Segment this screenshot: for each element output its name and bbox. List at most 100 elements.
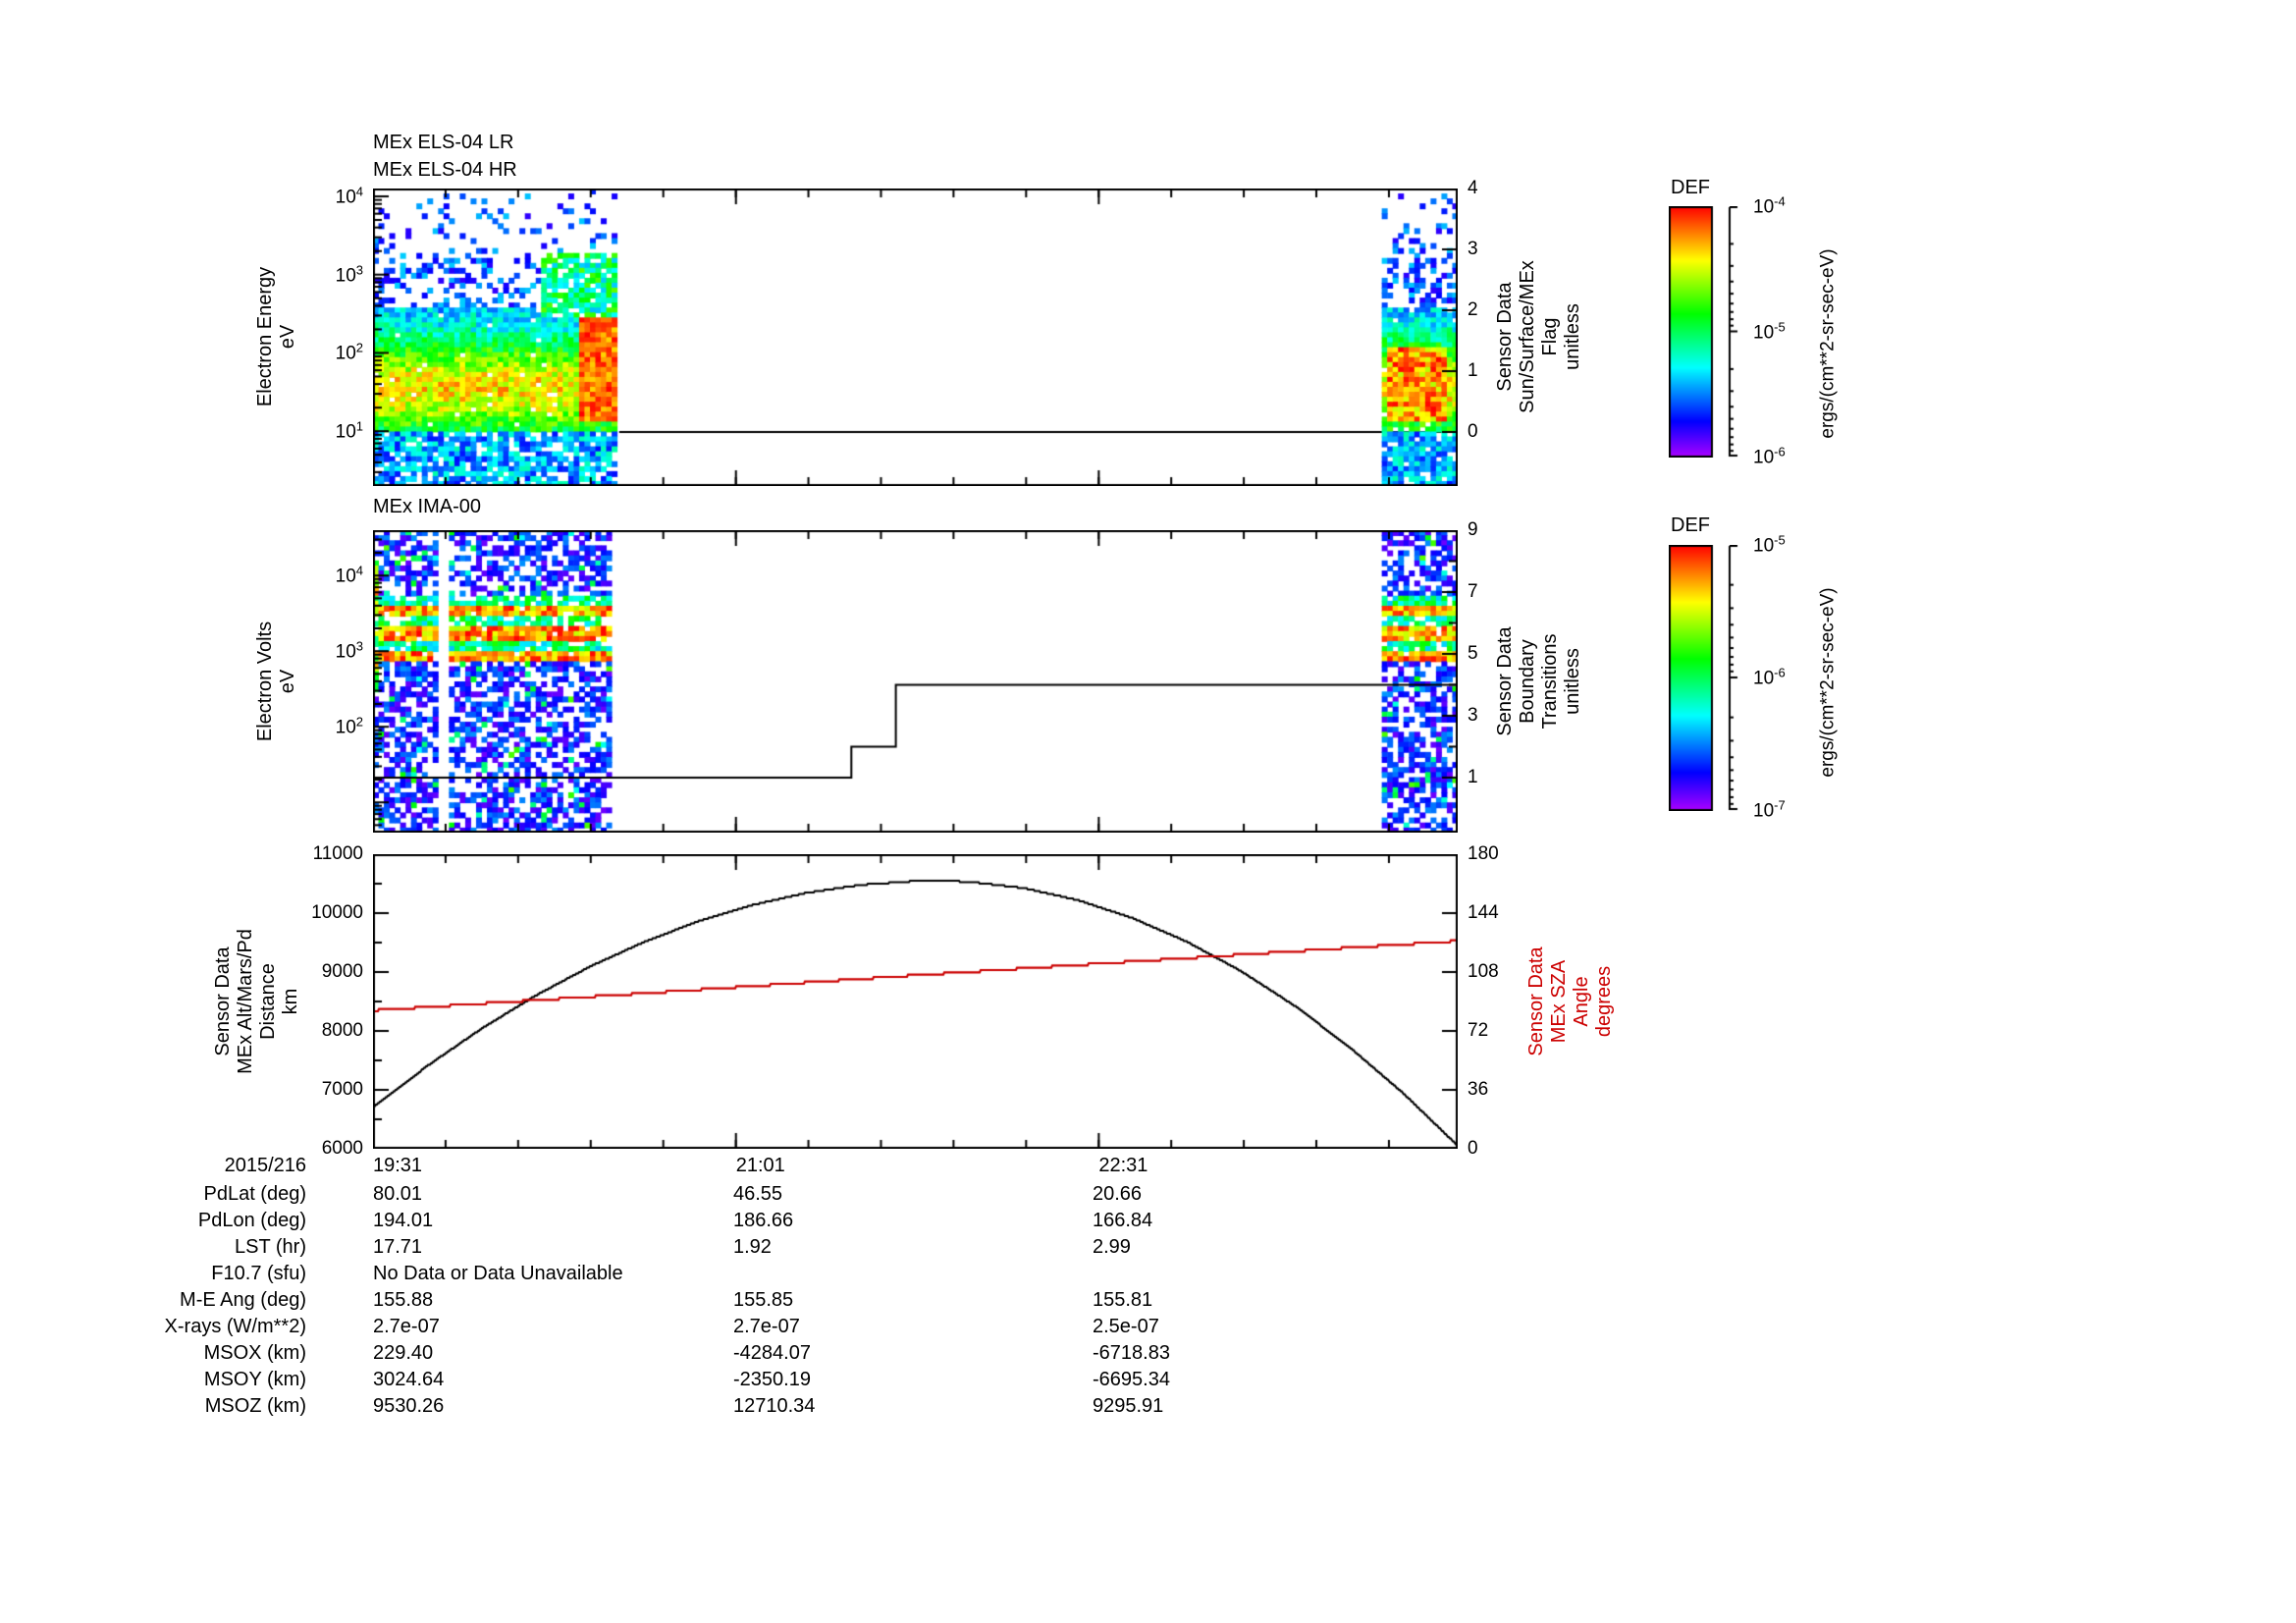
els-right-axis-label-line: Sensor Data <box>1494 282 1516 392</box>
ima-right-axis-label-line: unitless <box>1562 648 1583 715</box>
els-y-axis-label-line: eV <box>277 324 298 350</box>
els-colorbar-units-text: ergs/(cm**2-sr-sec-eV) <box>1817 248 1839 439</box>
right-axis-tick-label: 2 <box>1468 299 1478 320</box>
right-axis-tick-label: 4 <box>1468 178 1478 198</box>
orbit-y-axis-label-line: km <box>280 988 301 1015</box>
ima-right-axis-label-line: Boundary <box>1517 639 1538 724</box>
ima-colorbar-units-text: ergs/(cm**2-sr-sec-eV) <box>1817 587 1839 778</box>
table-cell: 155.85 <box>733 1289 794 1311</box>
y-axis-tick-label: 7000 <box>321 1079 363 1100</box>
right-axis-tick-label: 108 <box>1468 961 1499 982</box>
right-axis-tick-label: 5 <box>1468 642 1478 664</box>
els-title-line1: MEx ELS-04 LR <box>373 132 514 153</box>
y-axis-tick-label: 6000 <box>321 1138 363 1159</box>
table-cell: No Data or Data Unavailable <box>373 1263 623 1284</box>
y-axis-tick-label: 9000 <box>321 961 363 982</box>
ima-spectrogram-canvas <box>373 530 1458 833</box>
table-row-label: LST (hr) <box>235 1236 306 1258</box>
table-cell: 2.7e-07 <box>373 1316 440 1337</box>
colorbar-tick-label: 10-4 <box>1753 193 1786 218</box>
table-row-label: MSOZ (km) <box>204 1395 306 1417</box>
table-cell: 80.01 <box>373 1183 423 1205</box>
els-colorbar-units: ergs/(cm**2-sr-sec-eV) <box>1817 248 1840 438</box>
time-tick-label: 22:31 <box>1098 1155 1148 1176</box>
ima-colorbar <box>1669 545 1747 811</box>
right-axis-tick-label: 72 <box>1468 1020 1489 1041</box>
orbit-right-axis-label: Sensor Data MEx SZA Angle degrees <box>1525 947 1616 1055</box>
ima-right-axis-label-line: Transitions <box>1539 633 1561 730</box>
colorbar-tick-label: 10-5 <box>1753 532 1786 557</box>
table-row-label: PdLon (deg) <box>197 1210 306 1231</box>
els-y-axis-label-line: Electron Energy <box>254 266 276 407</box>
table-cell: 186.66 <box>733 1210 794 1231</box>
table-cell: 1.92 <box>733 1236 772 1258</box>
y-axis-tick-label: 104 <box>335 563 363 587</box>
els-spectrogram-canvas <box>373 189 1458 486</box>
els-right-axis-label: Sensor Data Sun/Surface/MEx Flag unitles… <box>1494 260 1584 413</box>
ima-right-axis-label-line: Sensor Data <box>1494 626 1516 736</box>
orbit-y-axis-label-line: Distance <box>257 963 279 1040</box>
table-cell: 155.88 <box>373 1289 434 1311</box>
table-cell: 3024.64 <box>373 1369 445 1390</box>
ima-colorbar-title: DEF <box>1671 514 1710 536</box>
table-cell: -6718.83 <box>1093 1342 1170 1364</box>
table-row-label: F10.7 (sfu) <box>211 1263 306 1284</box>
table-row-label: M-E Ang (deg) <box>180 1289 306 1311</box>
y-axis-tick-label: 102 <box>335 714 363 738</box>
table-row-label: PdLat (deg) <box>203 1183 306 1205</box>
table-cell: 194.01 <box>373 1210 434 1231</box>
orbit-right-axis-label-line: Sensor Data <box>1525 947 1547 1056</box>
time-tick-label: 21:01 <box>735 1155 785 1176</box>
orbit-y-axis-label: Sensor Data MEx Alt/Mars/Pd Distance km <box>212 929 302 1074</box>
right-axis-tick-label: 0 <box>1468 1138 1478 1159</box>
table-cell: 155.81 <box>1093 1289 1153 1311</box>
ima-title: MEx IMA-00 <box>373 496 482 517</box>
right-axis-tick-label: 1 <box>1468 766 1478 787</box>
orbit-right-axis-label-line: Angle <box>1571 976 1592 1027</box>
table-cell: -6695.34 <box>1093 1369 1170 1390</box>
table-row-label: X-rays (W/m**2) <box>164 1316 306 1337</box>
els-right-axis-label-line: unitless <box>1562 303 1583 370</box>
orbit-y-axis-label-line: Sensor Data <box>212 947 234 1056</box>
table-cell: 2.5e-07 <box>1093 1316 1159 1337</box>
right-axis-tick-label: 9 <box>1468 519 1478 540</box>
colorbar-tick-label: 10-7 <box>1753 797 1786 822</box>
time-tick-label: 19:31 <box>373 1155 423 1176</box>
right-axis-tick-label: 3 <box>1468 239 1478 259</box>
table-cell: 17.71 <box>373 1236 423 1258</box>
colorbar-tick-label: 10-6 <box>1753 665 1786 689</box>
els-y-axis-label: Electron Energy eV <box>254 267 299 406</box>
y-axis-tick-label: 103 <box>335 262 363 287</box>
y-axis-tick-label: 101 <box>335 418 363 443</box>
table-cell: -2350.19 <box>733 1369 811 1390</box>
right-axis-tick-label: 36 <box>1468 1079 1489 1100</box>
els-right-axis-label-line: Flag <box>1539 317 1561 356</box>
table-cell: 166.84 <box>1093 1210 1153 1231</box>
table-cell: 2.7e-07 <box>733 1316 800 1337</box>
right-axis-tick-label: 3 <box>1468 704 1478 726</box>
table-cell: 12710.34 <box>733 1395 816 1417</box>
table-row-label: MSOX (km) <box>203 1342 306 1364</box>
table-cell: 229.40 <box>373 1342 434 1364</box>
ima-y-axis-label-line: Electron Volts <box>254 621 276 742</box>
date-label: 2015/216 <box>224 1155 306 1176</box>
table-cell: 2.99 <box>1093 1236 1131 1258</box>
y-axis-tick-label: 10000 <box>311 902 363 923</box>
els-colorbar <box>1669 206 1747 458</box>
right-axis-tick-label: 1 <box>1468 360 1478 381</box>
orbit-right-axis-label-line: MEx SZA <box>1548 959 1570 1044</box>
els-right-axis-label-line: Sun/Surface/MEx <box>1517 260 1538 413</box>
els-colorbar-title: DEF <box>1671 177 1710 198</box>
orbit-line-chart-canvas <box>373 854 1458 1149</box>
table-cell: 46.55 <box>733 1183 783 1205</box>
table-cell: 9530.26 <box>373 1395 445 1417</box>
table-row-label: MSOY (km) <box>203 1369 306 1390</box>
right-axis-tick-label: 144 <box>1468 902 1499 923</box>
ima-colorbar-units: ergs/(cm**2-sr-sec-eV) <box>1817 587 1840 777</box>
y-axis-tick-label: 8000 <box>321 1020 363 1041</box>
colorbar-tick-label: 10-6 <box>1753 444 1786 468</box>
y-axis-tick-label: 102 <box>335 340 363 365</box>
y-axis-tick-label: 103 <box>335 638 363 663</box>
orbit-y-axis-label-line: MEx Alt/Mars/Pd <box>235 929 256 1074</box>
